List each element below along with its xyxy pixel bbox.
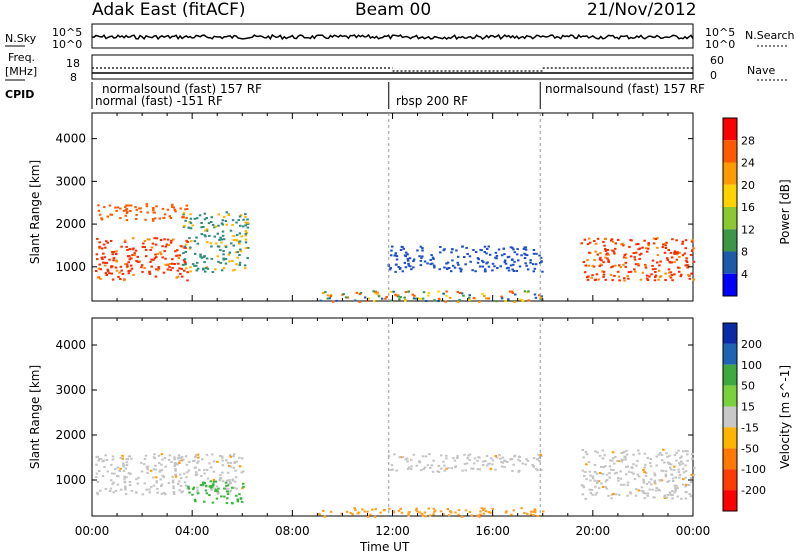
- nsearch-tick-top: 10^5: [705, 26, 736, 39]
- power-colorbar-seg-0: [723, 118, 737, 141]
- velocity-region-2: [387, 453, 543, 473]
- power-colorbar-tick-3: 16: [741, 201, 755, 214]
- velocity-ytick-label-2: 3000: [55, 383, 86, 397]
- nsearch-label: N.Search: [745, 29, 795, 42]
- power-region-4: [580, 237, 696, 282]
- power-colorbar-tick-4: 12: [741, 223, 755, 236]
- velocity-region-4: [317, 507, 545, 518]
- nsky-panel-frame: [91, 23, 694, 49]
- nave-tick-top: 60: [710, 54, 724, 67]
- chart-title-left: Adak East (fitACF): [92, 0, 246, 20]
- nsky-tick-top: 10^5: [52, 26, 83, 39]
- cpid-label: CPID: [5, 88, 35, 101]
- x-axis-label: Time UT: [360, 540, 410, 554]
- velocity-colorbar-tick-6: -100: [741, 463, 766, 476]
- power-ytick-label-3: 4000: [55, 132, 86, 146]
- x-tick-label-4: 16:00: [475, 524, 510, 538]
- freq-tick-bottom: 8: [70, 71, 77, 84]
- velocity-colorbar-tick-1: 100: [741, 359, 762, 372]
- nsky-trace: [91, 33, 694, 41]
- velocity-ytick-label-0: 1000: [55, 473, 86, 487]
- power-region-0: [95, 237, 189, 282]
- velocity-colorbar-seg-7: [723, 469, 737, 491]
- power-colorbar-tick-0: 28: [741, 134, 755, 147]
- cpid-seg1-top: normalsound (fast) 157 RF: [102, 82, 262, 96]
- velocity-region-0: [95, 453, 245, 496]
- velocity-colorbar-seg-8: [723, 490, 737, 511]
- nave-label: Nave: [747, 64, 776, 77]
- velocity-ytick-label-3: 4000: [55, 338, 86, 352]
- power-colorbar-seg-3: [723, 184, 737, 207]
- power-region-5: [319, 290, 543, 303]
- velocity-colorbar-seg-5: [723, 427, 737, 449]
- velocity-ytick-label-1: 2000: [55, 428, 86, 442]
- power-region-2: [182, 211, 250, 273]
- power-ytick-label-1: 2000: [55, 217, 86, 231]
- power-colorbar-frame: [722, 117, 738, 297]
- power-ytick-label-2: 3000: [55, 174, 86, 188]
- power-colorbar-tick-2: 20: [741, 179, 755, 192]
- x-tick-label-2: 08:00: [275, 524, 310, 538]
- x-tick-label-0: 00:00: [75, 524, 110, 538]
- chart-title-center: Beam 00: [355, 0, 432, 20]
- x-tick-label-5: 20:00: [576, 524, 611, 538]
- velocity-region-3: [580, 448, 696, 500]
- power-colorbar-seg-4: [723, 207, 737, 230]
- velocity-colorbar-seg-1: [723, 343, 737, 365]
- velocity-colorbar-tick-3: 15: [741, 401, 755, 414]
- velocity-colorbar-tick-5: -50: [741, 442, 759, 455]
- power-colorbar-seg-5: [723, 229, 737, 252]
- cpid-seg3-top: normalsound (fast) 157 RF: [545, 82, 705, 96]
- velocity-colorbar-seg-3: [723, 385, 737, 407]
- freq-unit: [MHz]: [5, 65, 38, 78]
- cpid-seg2-bottom: rbsp 200 RF: [396, 94, 469, 108]
- velocity-colorbar-tick-2: 50: [741, 380, 755, 393]
- power-colorbar-tick-6: 4: [741, 268, 748, 281]
- chart-title-right: 21/Nov/2012: [587, 0, 697, 20]
- velocity-colorbar-tick-7: -200: [741, 484, 766, 497]
- cpid-seg1-bottom: normal (fast) -151 RF: [95, 94, 223, 108]
- power-region-3: [387, 245, 544, 273]
- freq-panel-frame: [91, 54, 694, 80]
- nsearch-tick-bottom: 10^0: [705, 38, 736, 51]
- velocity-region-1: [187, 480, 245, 505]
- velocity-colorbar-seg-0: [723, 323, 737, 344]
- x-tick-label-1: 04:00: [175, 524, 210, 538]
- power-ytick-label-0: 1000: [55, 260, 86, 274]
- velocity-colorbar-seg-4: [723, 406, 737, 428]
- power-colorbar-tick-1: 24: [741, 157, 755, 170]
- velocity-colorbar-tick-4: -15: [741, 421, 759, 434]
- x-tick-label-3: 12:00: [375, 524, 410, 538]
- power-colorbar-seg-6: [723, 251, 737, 274]
- power-region-1: [97, 203, 189, 222]
- x-tick-label-6: 00:00: [676, 524, 711, 538]
- freq-label: Freq.: [8, 51, 36, 64]
- velocity-colorbar-seg-2: [723, 364, 737, 386]
- nsky-tick-bottom: 10^0: [52, 38, 83, 51]
- power-colorbar-tick-5: 8: [741, 246, 748, 259]
- power-colorbar-seg-1: [723, 140, 737, 163]
- power-colorbar-seg-2: [723, 162, 737, 185]
- velocity-colorbar-frame: [722, 322, 738, 512]
- nsky-label: N.Sky: [5, 32, 37, 45]
- power-colorbar-seg-7: [723, 273, 737, 296]
- nave-tick-bottom: 0: [710, 69, 717, 82]
- freq-tick-top: 18: [66, 57, 80, 70]
- velocity-colorbar-tick-0: 200: [741, 338, 762, 351]
- velocity-colorbar-seg-6: [723, 448, 737, 470]
